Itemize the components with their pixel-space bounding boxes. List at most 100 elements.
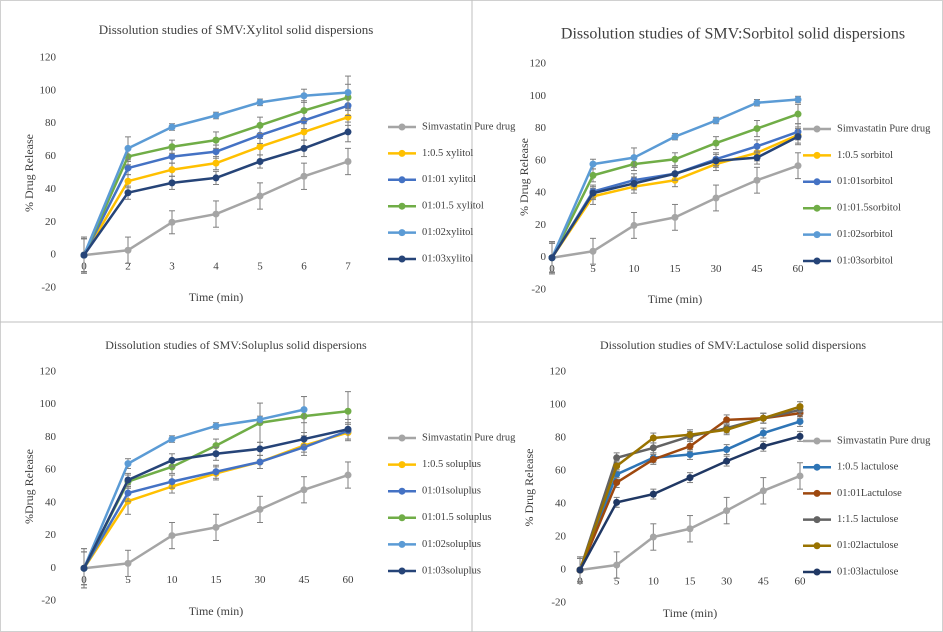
data-point: [723, 416, 731, 424]
data-point: [212, 450, 220, 458]
data-point: [256, 143, 264, 151]
data-point: [686, 525, 694, 533]
y-tick-label: 80: [555, 432, 567, 444]
legend-marker: [398, 540, 406, 548]
data-point: [753, 99, 761, 107]
data-point: [613, 454, 621, 462]
legend-marker: [813, 257, 821, 265]
y-tick-label: 20: [555, 531, 567, 543]
data-point: [671, 155, 679, 163]
data-point: [300, 406, 308, 414]
legend-marker: [813, 489, 821, 497]
legend-label: 1:0.5 sorbitol: [837, 150, 893, 161]
data-point: [671, 170, 679, 178]
data-point: [124, 177, 132, 185]
legend-label: Simvastatin Pure drug: [837, 123, 931, 134]
data-point: [212, 112, 220, 119]
y-tick-label: 100: [40, 84, 57, 96]
data-point: [712, 117, 720, 124]
data-point: [344, 89, 352, 96]
y-tick-label: 80: [45, 431, 57, 443]
legend-marker: [813, 463, 821, 471]
data-point: [212, 523, 220, 531]
x-tick-label: 60: [795, 576, 807, 588]
data-point: [759, 429, 767, 437]
y-tick-label: 120: [530, 58, 547, 70]
legend-label: 1:0.5 xylitol: [422, 148, 473, 159]
data-point: [300, 172, 308, 180]
data-point: [124, 489, 132, 497]
data-point: [344, 407, 352, 415]
y-tick-label: 40: [45, 496, 57, 508]
data-point: [630, 221, 638, 229]
data-point: [649, 533, 657, 541]
data-point: [686, 451, 694, 458]
legend-label: Simvastatin Pure drug: [837, 435, 931, 446]
data-point: [168, 153, 176, 161]
legend-marker: [398, 255, 406, 263]
x-tick-label: 45: [758, 576, 770, 588]
data-point: [794, 110, 802, 118]
x-axis-title: Time (min): [189, 290, 244, 304]
legend-label: 01:01Lactulose: [837, 488, 902, 499]
y-tick-label: 40: [45, 183, 57, 195]
data-point: [630, 154, 638, 162]
data-point: [712, 157, 720, 165]
data-point: [649, 444, 657, 452]
legend-label: 01:01.5 soluplus: [422, 512, 491, 523]
x-tick-label: 5: [590, 263, 596, 275]
y-axis-title: % Drug Release: [517, 138, 531, 216]
legend-marker: [813, 437, 821, 445]
chart-title: Dissolution studies of SMV:Soluplus soli…: [105, 338, 367, 352]
data-point: [344, 158, 352, 165]
data-point: [712, 194, 720, 202]
data-point: [168, 143, 176, 151]
legend-marker: [398, 487, 406, 495]
y-tick-label: 120: [550, 366, 567, 378]
x-tick-label: 30: [711, 263, 723, 275]
data-point: [124, 144, 132, 152]
y-tick-label: 60: [45, 150, 57, 162]
data-point: [300, 144, 308, 152]
x-tick-label: 7: [345, 261, 351, 273]
data-point: [686, 442, 694, 450]
x-tick-label: 15: [211, 574, 223, 586]
data-point: [759, 442, 767, 450]
data-point: [168, 166, 176, 174]
data-point: [723, 426, 731, 434]
data-point: [256, 415, 264, 423]
legend-marker: [813, 231, 821, 239]
data-point: [212, 468, 220, 476]
legend-label: 01:02sorbitol: [837, 229, 893, 240]
legend-marker: [398, 202, 406, 210]
data-point: [613, 561, 621, 569]
data-point: [753, 154, 761, 162]
x-tick-label: 3: [169, 261, 175, 273]
data-point: [212, 210, 220, 218]
data-point: [753, 125, 761, 133]
legend-marker: [398, 514, 406, 522]
data-point: [168, 456, 176, 464]
x-tick-label: 30: [721, 576, 733, 588]
data-point: [589, 189, 597, 197]
data-point: [168, 218, 176, 226]
data-point: [300, 435, 308, 443]
y-tick-label: 40: [535, 187, 547, 199]
y-tick-label: 0: [51, 562, 57, 574]
data-point: [256, 505, 264, 513]
data-point: [124, 164, 132, 172]
data-point: [613, 462, 621, 470]
data-point: [256, 445, 264, 453]
x-tick-label: 60: [793, 263, 805, 275]
legend-marker: [813, 542, 821, 550]
data-point: [671, 213, 679, 221]
data-point: [589, 171, 597, 179]
data-point: [256, 458, 264, 466]
y-tick-label: 60: [535, 154, 547, 166]
data-point: [256, 158, 264, 165]
x-tick-label: 10: [167, 574, 179, 586]
y-tick-label: -20: [551, 597, 566, 609]
legend-label: 01:01.5sorbitol: [837, 203, 901, 214]
x-axis-title: Time (min): [189, 604, 244, 618]
data-point: [723, 507, 731, 515]
